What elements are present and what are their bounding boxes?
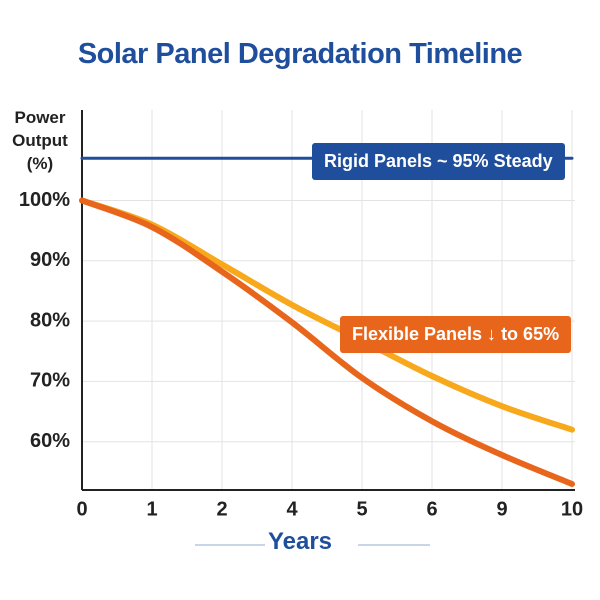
y-tick-label: 80% (30, 309, 70, 331)
x-tick-label: 2 (216, 498, 227, 520)
y-tick-label: 100% (19, 189, 70, 211)
x-tick-label: 4 (286, 498, 298, 520)
x-tick-label: 6 (426, 498, 437, 520)
x-tick-label: 5 (356, 498, 367, 520)
y-axis-label: Power Output (%) (12, 108, 68, 173)
x-tick-label: 1 (146, 498, 157, 520)
y-tick-label: 70% (30, 370, 70, 392)
series-line (79, 197, 575, 487)
x-tick-label: 10 (561, 498, 583, 520)
x-tick-label: 9 (496, 498, 507, 520)
y-tick-label: 60% (30, 430, 70, 452)
x-axis-label: Years (267, 528, 333, 555)
x-tick-label: 0 (76, 498, 87, 520)
annotation: Flexible Panels ↓ to 65% (340, 316, 572, 353)
y-tick-label: 90% (30, 249, 70, 271)
annotation: Rigid Panels ~ 95% Steady (312, 143, 565, 180)
chart-title: Solar Panel Degradation Timeline (77, 38, 523, 70)
